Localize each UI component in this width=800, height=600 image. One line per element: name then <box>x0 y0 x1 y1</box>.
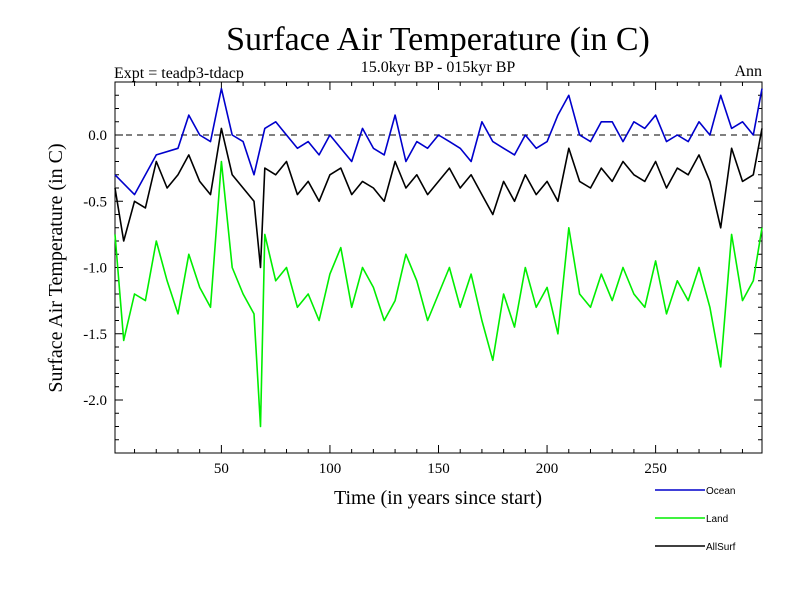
axis-ticks <box>115 82 762 453</box>
legend-label-allsurf: AllSurf <box>706 542 736 553</box>
x-tick-label: 150 <box>427 461 450 477</box>
x-tick-label: 100 <box>319 461 342 477</box>
x-tick-label: 250 <box>644 461 667 477</box>
y-tick-label: -0.5 <box>83 194 107 210</box>
series-line-allsurf <box>114 127 763 269</box>
plot-area <box>114 81 763 454</box>
series-line-ocean <box>114 87 763 196</box>
y-axis-label: Surface Air Temperature (in C) <box>45 143 67 392</box>
legend: Ocean Land AllSurf <box>655 486 736 553</box>
x-tick-label: 200 <box>536 461 559 477</box>
legend-label-ocean: Ocean <box>706 486 735 497</box>
x-axis-label: Time (in years since start) <box>334 487 542 509</box>
chart-title: Surface Air Temperature (in C) <box>226 21 650 58</box>
series-line-land <box>114 160 763 428</box>
y-tick-label: -2.0 <box>83 393 107 409</box>
legend-label-land: Land <box>706 514 728 525</box>
x-tick-label: 50 <box>214 461 229 477</box>
chart-subtitle: 15.0kyr BP - 015kyr BP <box>361 59 516 76</box>
y-tick-label: -1.0 <box>83 261 107 277</box>
y-tick-label: 0.0 <box>88 128 107 144</box>
experiment-label: Expt = teadp3-tdacp <box>114 65 244 82</box>
season-label: Ann <box>734 63 762 80</box>
tick-labels: 50 100 150 200 250 0.0 -0.5 -1.0 -1.5 -2.0 <box>83 128 667 477</box>
series-group <box>114 87 763 428</box>
y-tick-label: -1.5 <box>83 327 107 343</box>
